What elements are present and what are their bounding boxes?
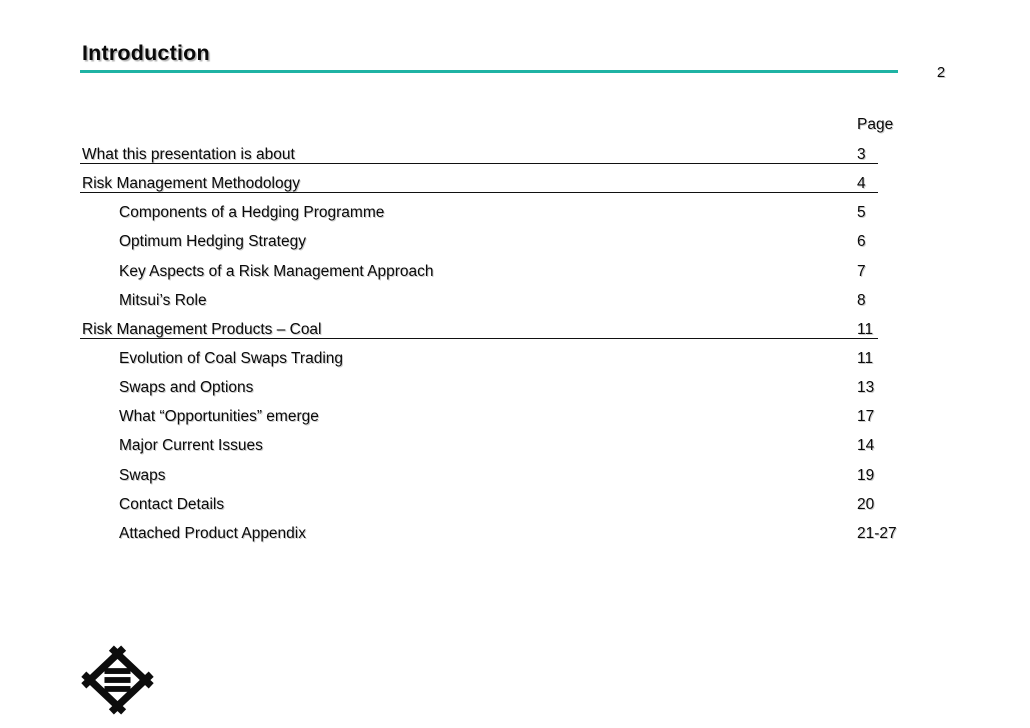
title-accent-rule — [80, 70, 898, 73]
toc-entry-page: 3 — [857, 146, 866, 163]
mitsui-logo-icon — [81, 645, 154, 715]
toc-entry-page: 6 — [857, 233, 866, 251]
toc-entry-label: Key Aspects of a Risk Management Approac… — [119, 262, 434, 280]
toc-row: Mitsui’s Role 8 — [80, 292, 960, 321]
toc-entry-label: Swaps — [119, 466, 166, 484]
toc-row: Major Current Issues 14 — [80, 437, 960, 466]
toc-entry-page: 13 — [857, 379, 875, 397]
toc-entry-label: Components of a Hedging Programme — [119, 204, 385, 222]
toc-entry-page: 11 — [857, 320, 874, 338]
toc-row: Swaps 19 — [80, 467, 960, 496]
toc-entry-label: Attached Product Appendix — [119, 524, 306, 542]
toc-entry-page: 8 — [857, 291, 866, 309]
toc-row: Risk Management Products – Coal 11 — [80, 321, 960, 350]
toc-entry-page: 17 — [857, 408, 875, 426]
toc-entry-page: 21-27 — [857, 524, 897, 542]
toc-entry-page: 20 — [857, 495, 875, 513]
toc-row: Swaps and Options 13 — [80, 379, 960, 408]
page-column-header: Page — [857, 116, 893, 134]
toc-entry-label: Swaps and Options — [119, 379, 254, 397]
toc-row: Risk Management Methodology 4 — [80, 175, 960, 204]
table-of-contents: What this presentation is about 3 Risk M… — [80, 146, 960, 554]
toc-entry-label: Evolution of Coal Swaps Trading — [119, 349, 344, 367]
toc-row: Contact Details 20 — [80, 496, 960, 525]
toc-entry-label: Contact Details — [119, 495, 225, 513]
toc-row: Optimum Hedging Strategy 6 — [80, 233, 960, 262]
toc-entry-label: What “Opportunities” emerge — [119, 408, 319, 426]
toc-entry-label: Risk Management Products – Coal — [82, 320, 322, 338]
toc-row: What this presentation is about 3 — [80, 146, 960, 175]
toc-entry-label: Major Current Issues — [119, 437, 263, 455]
toc-entry-label: Optimum Hedging Strategy — [119, 233, 306, 251]
toc-row: Components of a Hedging Programme 5 — [80, 204, 960, 233]
toc-entry-label: Mitsui’s Role — [119, 291, 207, 309]
toc-entry-label: What this presentation is about — [82, 146, 295, 163]
toc-entry-page: 4 — [857, 175, 866, 193]
toc-row: What “Opportunities” emerge 17 — [80, 408, 960, 437]
toc-entry-page: 5 — [857, 204, 866, 222]
toc-entry-label: Risk Management Methodology — [82, 175, 300, 193]
toc-entry-page: 19 — [857, 466, 875, 484]
toc-row: Key Aspects of a Risk Management Approac… — [80, 263, 960, 292]
toc-row: Evolution of Coal Swaps Trading 11 — [80, 350, 960, 379]
page-title: Introduction — [82, 41, 210, 65]
slide-page-number: 2 — [936, 64, 946, 81]
toc-entry-page: 7 — [857, 262, 866, 280]
toc-entry-page: 11 — [857, 349, 874, 367]
toc-entry-page: 14 — [857, 437, 875, 455]
mitsui-logo — [79, 644, 156, 716]
page-column-header-label: Page — [857, 116, 894, 133]
toc-row: Attached Product Appendix 21-27 — [80, 525, 960, 554]
